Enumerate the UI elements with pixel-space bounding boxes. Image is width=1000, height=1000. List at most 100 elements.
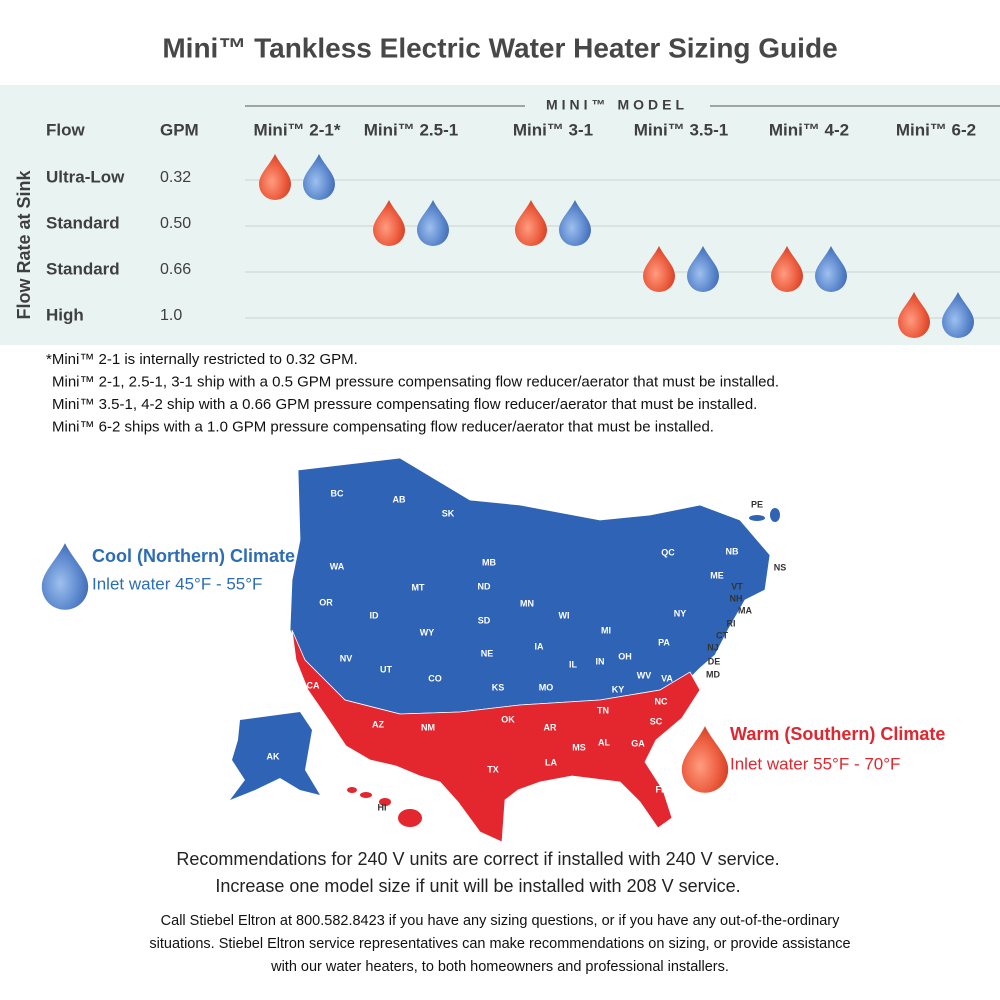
region-label: BC xyxy=(331,488,344,498)
column-header: Mini™ 6-2 xyxy=(896,120,976,139)
region-label: MN xyxy=(520,598,534,608)
water-drop xyxy=(681,726,729,793)
region-label: KY xyxy=(612,684,625,694)
region-label: NS xyxy=(774,562,787,572)
region-label: GA xyxy=(631,738,645,748)
water-drop xyxy=(687,246,719,292)
region-label: MO xyxy=(539,682,554,692)
note: Mini™ 2-1, 2.5-1, 3-1 ship with a 0.5 GP… xyxy=(52,373,779,390)
region-label: AR xyxy=(544,722,557,732)
region-label: FL xyxy=(656,784,667,794)
recommendation: Recommendations for 240 V units are corr… xyxy=(176,849,779,869)
water-drop xyxy=(942,292,974,338)
region-label: MA xyxy=(738,605,752,615)
water-drop xyxy=(643,246,675,292)
column-header: GPM xyxy=(160,120,199,139)
column-header: Mini™ 2.5-1 xyxy=(364,120,458,139)
gpm-value: 0.66 xyxy=(160,261,191,278)
region-label: HI xyxy=(378,802,387,812)
region-label: CA xyxy=(307,680,320,690)
region-label: SC xyxy=(650,716,663,726)
region-label: NE xyxy=(481,648,494,658)
region-label: QC xyxy=(661,547,675,557)
region-label: VT xyxy=(731,581,743,591)
column-header: Mini™ 3-1 xyxy=(513,120,593,139)
contact: with our water heaters, to both homeowne… xyxy=(270,959,729,975)
hawaii xyxy=(347,787,422,827)
region-label: IL xyxy=(569,659,578,669)
contact: Call Stiebel Eltron at 800.582.8423 if y… xyxy=(161,913,840,929)
region-label: RI xyxy=(727,618,736,628)
maritime-islands xyxy=(749,508,780,522)
gpm-value: 0.32 xyxy=(160,169,191,186)
region-label: UT xyxy=(380,664,392,674)
column-header: Mini™ 2-1* xyxy=(254,120,341,139)
region-label: ME xyxy=(710,570,724,580)
region-label: ND xyxy=(478,581,491,591)
northern-region xyxy=(289,457,771,715)
notes: *Mini™ 2-1 is internally restricted to 0… xyxy=(46,351,779,436)
region-label: PA xyxy=(658,637,670,647)
region-label: NB xyxy=(726,546,739,556)
region-label: IA xyxy=(535,641,545,651)
group-label: MINI™ MODEL xyxy=(546,97,688,113)
region-label: TX xyxy=(487,764,499,774)
cool-title: Cool (Northern) Climate xyxy=(92,546,295,566)
water-drop xyxy=(559,200,591,246)
region-label: TN xyxy=(597,705,609,715)
region-label: WV xyxy=(637,670,652,680)
gpm-value: 0.50 xyxy=(160,215,191,232)
side-label: Flow Rate at Sink xyxy=(14,169,34,319)
water-drop xyxy=(515,200,547,246)
recommendation: Increase one model size if unit will be … xyxy=(215,876,740,896)
column-header: Mini™ 3.5-1 xyxy=(634,120,728,139)
water-drop xyxy=(303,154,335,200)
column-header: Mini™ 4-2 xyxy=(769,120,849,139)
region-label: CT xyxy=(716,630,728,640)
table-background xyxy=(0,85,1000,345)
region-label: MS xyxy=(572,742,586,752)
region-label: AZ xyxy=(372,719,384,729)
region-label: AB xyxy=(393,494,406,504)
region-label: OR xyxy=(319,597,333,607)
region-label: NH xyxy=(730,593,743,603)
region-label: WI xyxy=(559,610,570,620)
region-label: AK xyxy=(267,751,280,761)
sizing-table: MINI™ MODEL Flow Rate at Sink Flow GPM Mini™… xyxy=(14,97,1000,338)
southern-region xyxy=(291,629,701,843)
water-drop xyxy=(259,154,291,200)
region-label: MT xyxy=(412,582,425,592)
contact: situations. Stiebel Eltron service repre… xyxy=(149,936,850,952)
region-label: DE xyxy=(708,656,721,666)
column-header: Flow xyxy=(46,120,85,139)
region-label: NC xyxy=(655,696,668,706)
region-label: LA xyxy=(545,757,557,767)
alaska xyxy=(230,712,320,800)
region-label: KS xyxy=(492,682,505,692)
note: Mini™ 3.5-1, 4-2 ship with a 0.66 GPM pr… xyxy=(52,396,757,413)
footer: Recommendations for 240 V units are corr… xyxy=(149,849,850,975)
flow-label: Ultra-Low xyxy=(46,167,125,186)
title: Mini™ Tankless Electric Water Heater Siz… xyxy=(162,32,837,63)
water-drop xyxy=(771,246,803,292)
region-label: MB xyxy=(482,557,496,567)
region-label: NJ xyxy=(707,642,719,652)
warm-subtitle: Inlet water 55°F - 70°F xyxy=(730,754,900,773)
region-label: SK xyxy=(442,508,455,518)
water-drop xyxy=(898,292,930,338)
region-label: CO xyxy=(428,673,442,683)
region-label: NY xyxy=(674,608,687,618)
region-label: VA xyxy=(661,673,673,683)
region-label: SD xyxy=(478,615,491,625)
region-label: NM xyxy=(421,722,435,732)
region-label: MD xyxy=(706,669,720,679)
region-label: MI xyxy=(601,625,611,635)
warm-title: Warm (Southern) Climate xyxy=(730,724,945,744)
climate-legends: Cool (Northern) Climate Inlet water 45°F … xyxy=(41,543,945,793)
region-label: PE xyxy=(751,499,763,509)
flow-label: Standard xyxy=(46,259,120,278)
region-label: OK xyxy=(501,714,515,724)
region-label: WA xyxy=(330,561,345,571)
